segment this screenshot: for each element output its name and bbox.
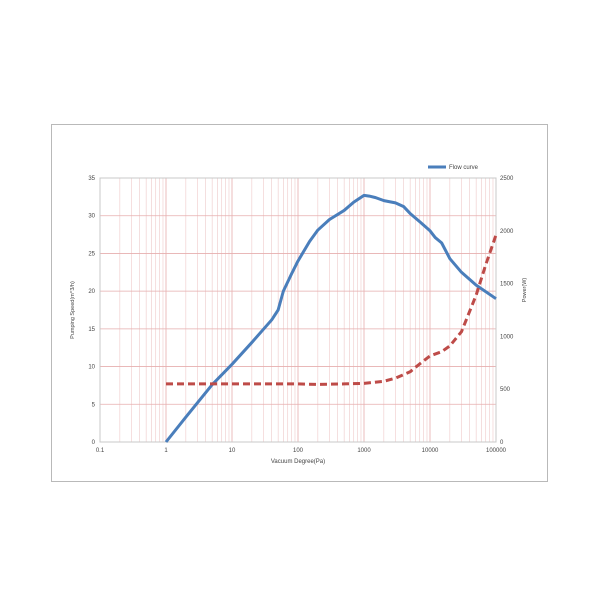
x-tick-label: 10 xyxy=(229,448,236,454)
chart-frame: 0.1 1 10 100 1000 10000 100000 0 5 10 15 20 25 30 35 … xyxy=(51,124,548,482)
y-right-tick-label: 0 xyxy=(500,440,504,446)
x-tick-label: 0.1 xyxy=(96,448,105,454)
y-right-tick-label: 1000 xyxy=(500,334,514,340)
minor-gridlines xyxy=(119,178,494,442)
legend: Flow curve xyxy=(428,165,479,171)
series-line-flow-curve xyxy=(164,193,497,443)
y-left-tick-labels: 0 5 10 15 20 25 30 35 xyxy=(88,176,95,446)
series-layer xyxy=(164,193,498,443)
y-right-tick-label: 2500 xyxy=(500,176,514,182)
y-right-tick-labels: 0 500 1000 1500 2000 2500 xyxy=(500,176,514,446)
series-line-power xyxy=(166,234,498,386)
y-left-tick-label: 35 xyxy=(88,176,95,182)
y-right-tick-label: 500 xyxy=(500,387,511,393)
y-left-axis-label: Pumping Speed(m^3/h) xyxy=(70,281,76,339)
y-left-tick-label: 15 xyxy=(88,327,95,333)
y-right-axis-label: Power(W) xyxy=(522,278,528,303)
y-left-tick-label: 25 xyxy=(88,251,95,257)
x-tick-labels: 0.1 1 10 100 1000 10000 100000 xyxy=(96,448,507,454)
x-tick-label: 1 xyxy=(164,448,168,454)
y-left-tick-label: 10 xyxy=(88,365,95,371)
plot-border xyxy=(99,177,497,443)
x-tick-label: 100000 xyxy=(486,448,507,454)
x-tick-label: 10000 xyxy=(422,448,439,454)
x-tick-label: 100 xyxy=(293,448,304,454)
y-left-tick-label: 0 xyxy=(92,440,96,446)
y-left-tick-label: 30 xyxy=(88,214,95,220)
y-left-tick-label: 20 xyxy=(88,289,95,295)
y-left-tick-label: 5 xyxy=(92,402,96,408)
y-right-tick-label: 1500 xyxy=(500,282,514,288)
x-tick-label: 1000 xyxy=(357,448,371,454)
y-right-tick-label: 2000 xyxy=(500,229,514,235)
major-gridlines xyxy=(99,177,497,443)
legend-label-flow-curve: Flow curve xyxy=(449,165,479,171)
chart-svg: 0.1 1 10 100 1000 10000 100000 05101520253035 … xyxy=(70,165,528,465)
x-axis-label: Vacuum Degree(Pa) xyxy=(271,459,325,465)
